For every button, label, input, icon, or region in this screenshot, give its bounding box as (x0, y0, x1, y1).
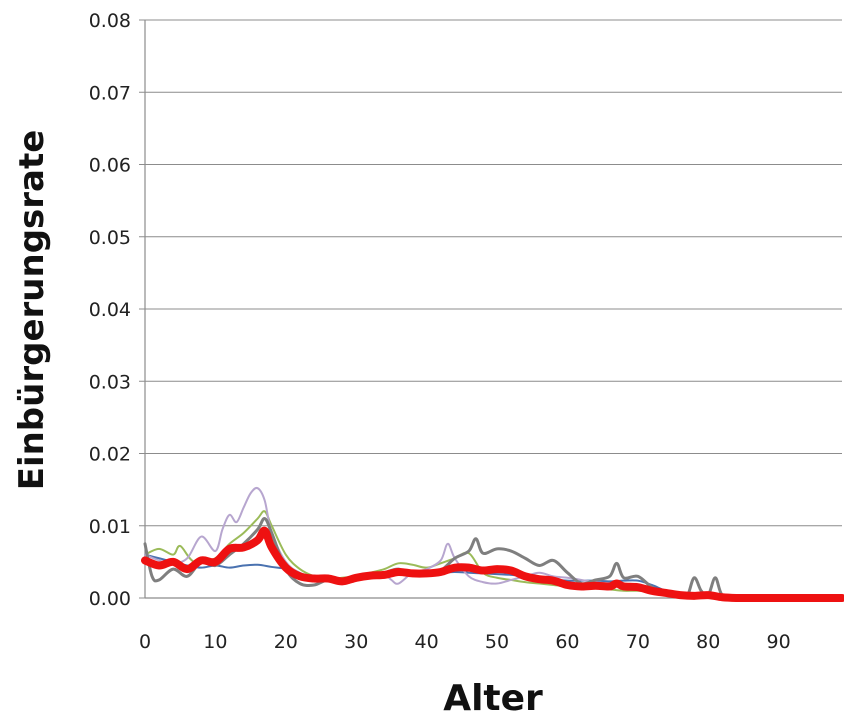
x-tick-label: 0 (139, 631, 151, 653)
y-tick-label: 0.01 (89, 516, 131, 538)
y-tick-label: 0.00 (89, 588, 131, 610)
y-tick-label: 0.08 (89, 10, 131, 32)
x-tick-label: 20 (274, 631, 298, 653)
series-line-4 (143, 517, 844, 600)
y-tick-label: 0.07 (89, 82, 131, 104)
y-tick-label: 0.06 (89, 155, 131, 177)
y-tick-label: 0.04 (89, 299, 131, 321)
y-tick-label: 0.02 (89, 444, 131, 466)
x-tick-label: 70 (626, 631, 650, 653)
x-tick-label: 80 (696, 631, 720, 653)
series-line-2 (144, 510, 843, 599)
x-tick-label: 50 (485, 631, 509, 653)
series-line-5 (141, 526, 844, 602)
x-axis-title: Alter (443, 678, 543, 717)
y-axis-title: Einbürgerungsrate (12, 130, 52, 491)
y-tick-label: 0.03 (89, 371, 131, 393)
gridlines (145, 19, 842, 527)
x-tick-label: 30 (344, 631, 368, 653)
tick-labels: 0.00 0.01 0.02 0.03 0.04 0.05 0.06 0.07 0.08 0 10 2… (89, 10, 791, 653)
x-tick-label: 60 (555, 631, 579, 653)
y-tick-label: 0.05 (89, 227, 131, 249)
x-tick-label: 40 (415, 631, 439, 653)
x-tick-label: 90 (767, 631, 791, 653)
series-lines (141, 486, 844, 602)
x-tick-label: 10 (203, 631, 227, 653)
